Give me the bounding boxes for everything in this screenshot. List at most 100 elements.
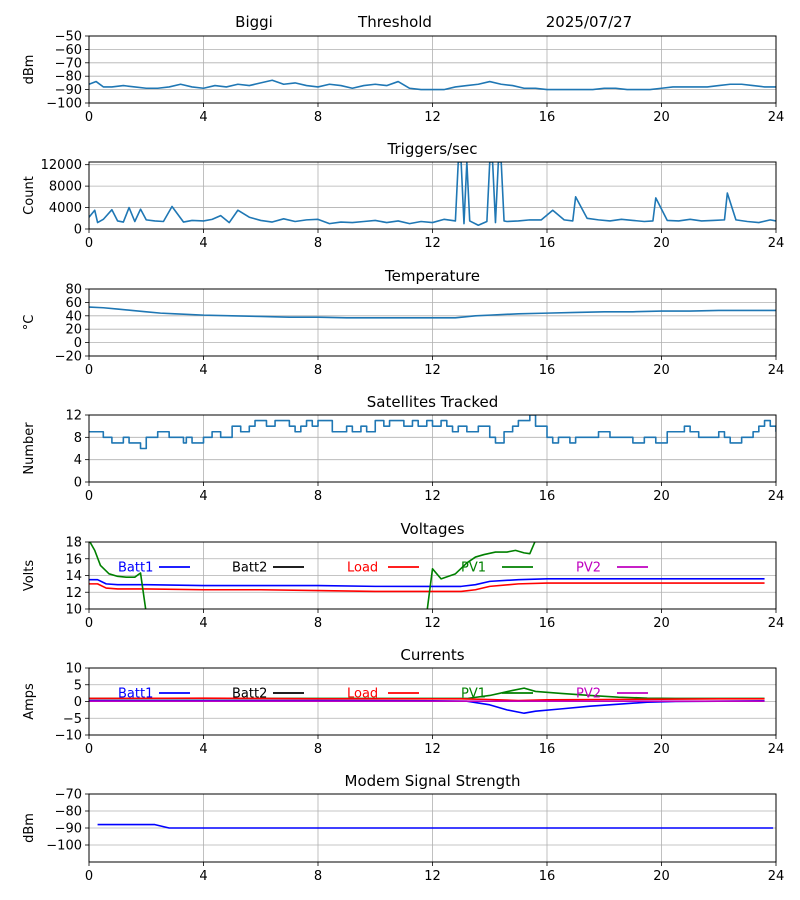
x-tick-label: 20 [653, 363, 670, 378]
y-tick-label: 12 [65, 409, 82, 424]
y-tick-label: −100 [46, 839, 82, 854]
plot-frame [88, 667, 777, 736]
x-tick-label: 24 [768, 236, 785, 251]
y-axis-label: °C [22, 315, 37, 331]
x-tick-label: 0 [85, 363, 93, 378]
plot-frame [88, 161, 777, 230]
y-tick-label: 0 [74, 476, 82, 491]
x-tick-label: 4 [199, 869, 207, 884]
y-tick-label: −90 [55, 822, 82, 837]
x-tick-label: 12 [424, 616, 441, 631]
x-tick-label: 12 [424, 869, 441, 884]
x-tick-label: 8 [314, 110, 322, 125]
x-tick-label: 20 [653, 742, 670, 757]
x-tick-label: 24 [768, 616, 785, 631]
x-tick-label: 20 [653, 489, 670, 504]
y-tick-label: −70 [55, 56, 82, 71]
legend-label: PV1 [461, 687, 486, 702]
series-line-0 [89, 415, 776, 450]
y-axis-label: Number [22, 422, 37, 475]
series-line-2 [89, 542, 536, 609]
x-tick-label: 0 [85, 869, 93, 884]
y-tick-label: −5 [63, 712, 82, 727]
legend-label: Load [347, 561, 378, 576]
series-line-1 [89, 582, 765, 593]
plot-frame [88, 793, 777, 863]
x-tick-label: 24 [768, 489, 785, 504]
x-tick-label: 8 [314, 869, 322, 884]
chart-triggers: 0 4 8 12 16 20 24 0 4000 8000 12000 Triggers/sec Cou… [22, 140, 784, 251]
legend-label: PV2 [576, 687, 601, 702]
plot-frame [88, 288, 777, 357]
x-tick-label: 20 [653, 110, 670, 125]
legend-label: PV1 [461, 561, 486, 576]
y-tick-label: −90 [55, 83, 82, 98]
y-axis-label: Amps [22, 683, 37, 720]
series-line-0 [89, 79, 776, 91]
x-tick-label: 20 [653, 616, 670, 631]
x-tick-label: 12 [424, 489, 441, 504]
x-tick-label: 20 [653, 236, 670, 251]
x-tick-label: 24 [768, 110, 785, 125]
y-tick-label: 0 [74, 336, 82, 351]
x-tick-label: 20 [653, 869, 670, 884]
x-tick-label: 12 [424, 363, 441, 378]
y-tick-label: −20 [55, 350, 82, 365]
chart-threshold: 0 4 8 12 16 20 24 −100−90−80−70−60−50 dBm [22, 30, 784, 126]
x-tick-label: 4 [199, 363, 207, 378]
x-tick-label: 8 [314, 363, 322, 378]
chart-modem: 0 4 8 12 16 20 24 −100 −90 −80 −70 Modem Signal Str… [22, 772, 784, 884]
legend-label: Batt1 [118, 687, 153, 702]
legend-label: Load [347, 687, 378, 702]
y-tick-label: 18 [65, 536, 82, 551]
station-date: 2025/07/27 [546, 13, 632, 31]
x-tick-label: 4 [199, 742, 207, 757]
x-tick-label: 8 [314, 742, 322, 757]
series-line-0 [89, 306, 776, 319]
y-tick-label: 40 [65, 309, 82, 324]
x-tick-label: 16 [539, 363, 556, 378]
series-line-0 [89, 162, 776, 227]
x-tick-label: 8 [314, 616, 322, 631]
chart-title: Modem Signal Strength [345, 772, 521, 790]
x-tick-label: 4 [199, 489, 207, 504]
y-tick-label: −60 [55, 43, 82, 58]
x-tick-label: 24 [768, 742, 785, 757]
y-tick-label: 14 [65, 569, 82, 584]
y-tick-label: 8000 [49, 180, 82, 195]
x-tick-label: 0 [85, 236, 93, 251]
x-tick-label: 16 [539, 489, 556, 504]
station-name: Biggi [235, 13, 273, 31]
legend-label: Batt2 [232, 687, 267, 702]
x-tick-label: 16 [539, 110, 556, 125]
x-tick-label: 4 [199, 236, 207, 251]
y-tick-label: 20 [65, 323, 82, 338]
y-axis-label: dBm [22, 55, 37, 85]
chart-title: Currents [400, 646, 464, 664]
y-tick-label: −80 [55, 805, 82, 820]
x-tick-label: 12 [424, 742, 441, 757]
y-tick-label: 8 [74, 431, 82, 446]
legend-label: PV2 [576, 561, 601, 576]
chart-title: Voltages [400, 520, 464, 538]
y-tick-label: 16 [65, 552, 82, 567]
y-tick-label: 10 [65, 603, 82, 618]
series-line-1 [89, 697, 765, 702]
x-tick-label: 8 [314, 489, 322, 504]
x-tick-label: 16 [539, 869, 556, 884]
x-tick-label: 16 [539, 236, 556, 251]
series-line-2 [89, 699, 765, 715]
y-tick-label: −10 [55, 729, 82, 744]
y-axis-label: dBm [22, 813, 37, 843]
plot-frame [88, 414, 777, 483]
y-tick-label: 0 [74, 695, 82, 710]
x-tick-label: 0 [85, 489, 93, 504]
y-tick-label: 4000 [49, 201, 82, 216]
x-tick-label: 16 [539, 742, 556, 757]
y-axis-label: Count [22, 176, 37, 215]
legend-label: Batt2 [232, 561, 267, 576]
